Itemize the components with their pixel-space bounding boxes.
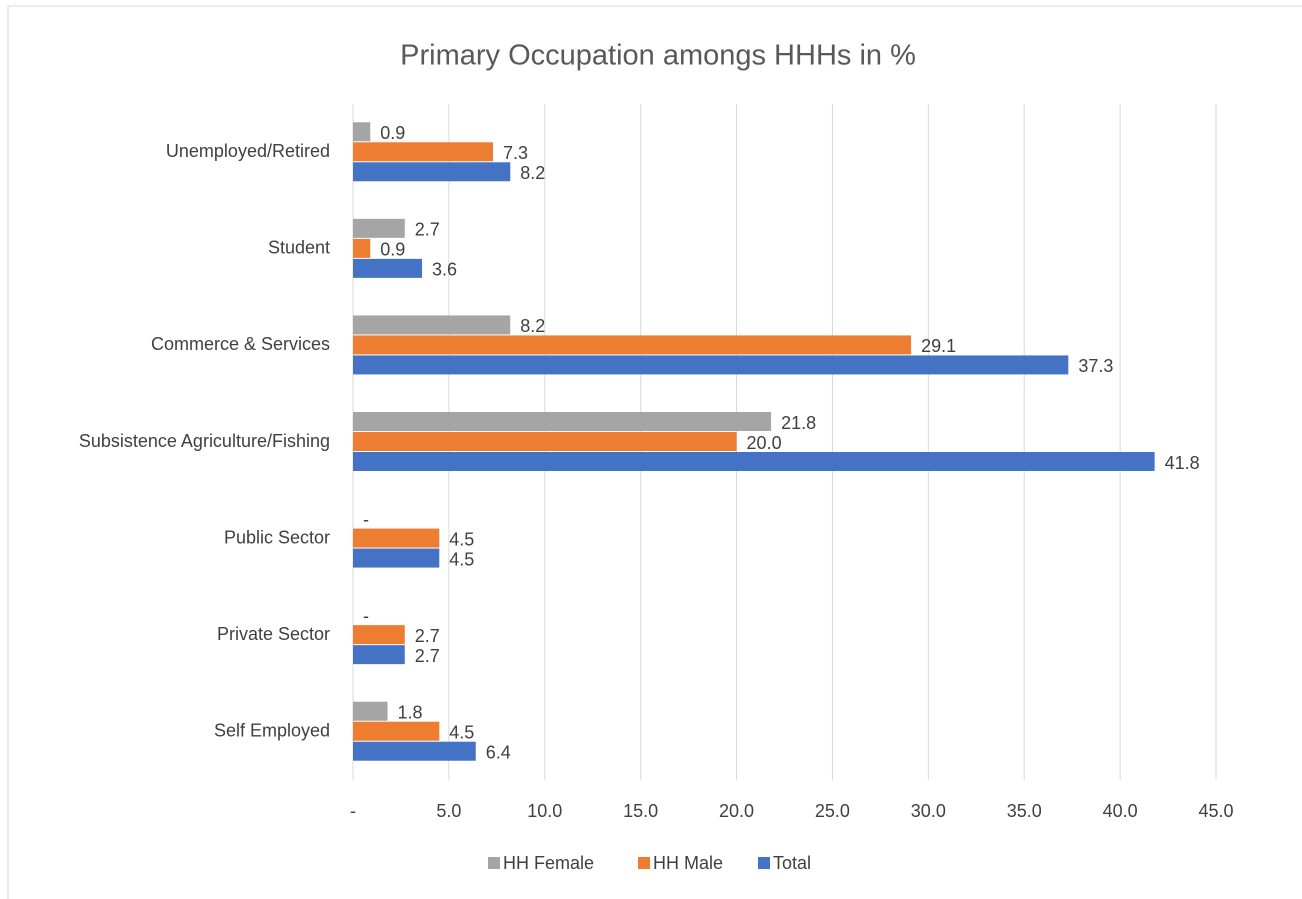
data-label: 20.0 bbox=[747, 433, 782, 453]
chart-border bbox=[7, 5, 1302, 899]
bar bbox=[353, 452, 1155, 471]
bar bbox=[353, 721, 440, 741]
bar bbox=[353, 701, 388, 721]
bar bbox=[353, 335, 912, 355]
data-label: 4.5 bbox=[449, 529, 474, 549]
y-tick-label: Student bbox=[268, 238, 330, 258]
data-label: 1.8 bbox=[398, 702, 423, 722]
data-label: - bbox=[363, 509, 369, 529]
data-label: 8.2 bbox=[520, 163, 545, 183]
y-tick-label: Public Sector bbox=[224, 527, 330, 547]
x-tick-label: 20.0 bbox=[719, 801, 754, 821]
x-tick-label: 45.0 bbox=[1198, 801, 1233, 821]
data-label: 29.1 bbox=[921, 336, 956, 356]
y-tick-label: Subsistence Agriculture/Fishing bbox=[79, 431, 330, 451]
bar bbox=[353, 162, 511, 182]
data-label: 41.8 bbox=[1165, 453, 1200, 473]
x-tick-label: 10.0 bbox=[527, 801, 562, 821]
data-label: 0.9 bbox=[380, 123, 405, 143]
legend-label: HH Female bbox=[503, 853, 594, 873]
data-label: 4.5 bbox=[449, 549, 474, 569]
data-label: 4.5 bbox=[449, 722, 474, 742]
x-tick-label: 25.0 bbox=[815, 801, 850, 821]
bar bbox=[353, 355, 1069, 375]
x-tick-label: 35.0 bbox=[1007, 801, 1042, 821]
data-label: - bbox=[363, 606, 369, 626]
legend-label: Total bbox=[773, 853, 811, 873]
x-tick-label: - bbox=[350, 801, 356, 821]
bar bbox=[353, 645, 405, 665]
data-label: 2.7 bbox=[415, 220, 440, 240]
y-tick-label: Self Employed bbox=[214, 720, 330, 740]
y-tick-label: Unemployed/Retired bbox=[166, 141, 330, 161]
bar bbox=[353, 625, 405, 645]
data-label: 21.8 bbox=[781, 413, 816, 433]
bar bbox=[353, 741, 476, 761]
bar bbox=[353, 122, 371, 142]
y-tick-label: Commerce & Services bbox=[151, 334, 330, 354]
data-label: 0.9 bbox=[380, 240, 405, 260]
bar bbox=[353, 528, 440, 548]
bar bbox=[353, 218, 405, 238]
x-tick-label: 5.0 bbox=[436, 801, 461, 821]
legend-swatch bbox=[488, 857, 500, 869]
data-label: 2.7 bbox=[415, 626, 440, 646]
legend-label: HH Male bbox=[653, 853, 723, 873]
bar bbox=[353, 258, 423, 278]
bar bbox=[353, 548, 440, 568]
x-tick-label: 15.0 bbox=[623, 801, 658, 821]
data-label: 37.3 bbox=[1078, 356, 1113, 376]
chart-title: Primary Occupation amongs HHHs in % bbox=[400, 40, 916, 72]
bar bbox=[353, 412, 772, 431]
data-label: 8.2 bbox=[520, 316, 545, 336]
x-tick-label: 30.0 bbox=[911, 801, 946, 821]
data-label: 6.4 bbox=[486, 742, 511, 762]
x-tick-label: 40.0 bbox=[1103, 801, 1138, 821]
legend-swatch bbox=[758, 857, 770, 869]
data-label: 2.7 bbox=[415, 646, 440, 666]
data-label: 7.3 bbox=[503, 143, 528, 163]
data-label: 3.6 bbox=[432, 260, 457, 280]
bar bbox=[353, 315, 511, 335]
legend-swatch bbox=[638, 857, 650, 869]
bar bbox=[353, 432, 737, 451]
y-tick-label: Private Sector bbox=[217, 624, 330, 644]
bar bbox=[353, 142, 493, 162]
bar bbox=[353, 238, 371, 258]
